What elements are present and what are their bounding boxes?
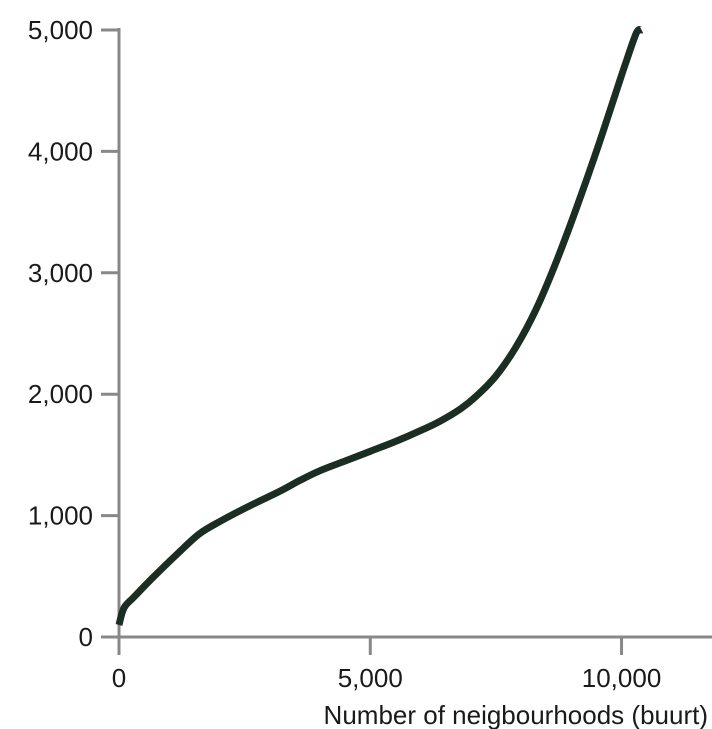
series-group xyxy=(119,29,642,624)
x-tick-label: 5,000 xyxy=(338,663,403,693)
y-tick-label: 0 xyxy=(79,622,93,652)
y-tick-label: 4,000 xyxy=(28,136,93,166)
x-ticks: 0 5,000 10,000 xyxy=(112,637,662,693)
y-tick-label: 5,000 xyxy=(28,15,93,45)
y-tick-label: 3,000 xyxy=(28,258,93,288)
x-tick-label: 10,000 xyxy=(582,663,662,693)
y-tick-label: 1,000 xyxy=(28,501,93,531)
x-axis-label: Number of neigbourhoods (buurt) xyxy=(324,700,708,729)
x-tick-label: 0 xyxy=(112,663,126,693)
axes xyxy=(101,28,712,655)
y-ticks: 0 1,000 2,000 3,000 4,000 5,000 xyxy=(28,15,119,652)
series-line xyxy=(119,29,642,624)
y-tick-label: 2,000 xyxy=(28,379,93,409)
